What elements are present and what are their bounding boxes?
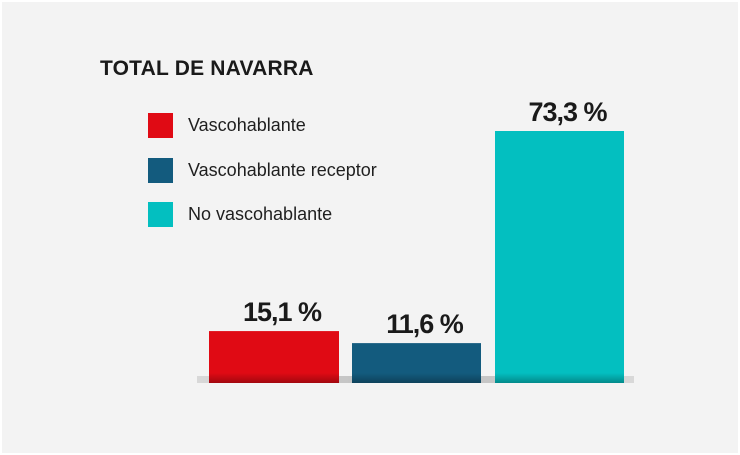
bar-value-label-no-vascohablante: 73,3 %: [528, 97, 607, 127]
bars-group: 15,1 % 11,6 % 73,3 %: [209, 97, 624, 383]
bar-shadow-vascohablante: [209, 373, 339, 383]
bar-shadow-vascohablante-receptor: [352, 373, 481, 383]
legend-item-vascohablante-receptor: Vascohablante receptor: [148, 157, 377, 183]
legend-label-no-vascohablante: No vascohablante: [188, 203, 333, 224]
bar-shadow-no-vascohablante: [495, 373, 624, 383]
legend-swatch-vascohablante: [148, 112, 173, 138]
legend-swatch-vascohablante-receptor: [148, 157, 173, 183]
legend-item-vascohablante: Vascohablante: [148, 112, 306, 138]
bar-value-label-vascohablante: 15,1 %: [243, 297, 322, 327]
legend-swatch-no-vascohablante: [148, 201, 173, 227]
bar-value-label-vascohablante-receptor: 11,6 %: [386, 309, 464, 339]
legend-label-vascohablante-receptor: Vascohablante receptor: [188, 159, 377, 180]
chart-title: TOTAL DE NAVARRA: [100, 57, 314, 80]
legend-label-vascohablante: Vascohablante: [188, 114, 306, 135]
legend-item-no-vascohablante: No vascohablante: [148, 201, 332, 227]
bar-no-vascohablante: [495, 131, 624, 383]
